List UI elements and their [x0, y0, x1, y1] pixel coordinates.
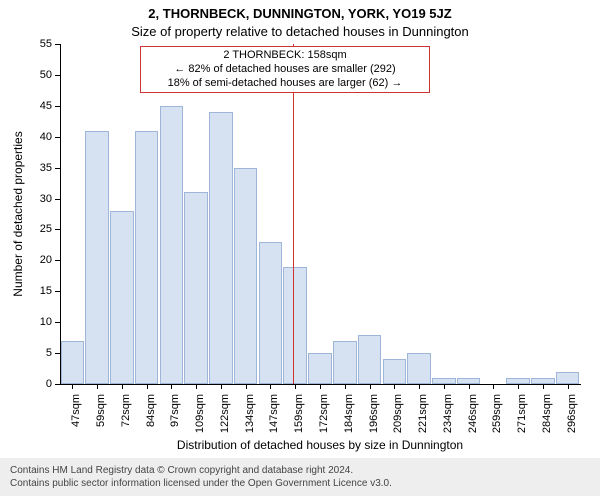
y-tick-label: 35	[30, 162, 52, 174]
y-tick-label: 45	[30, 100, 52, 112]
y-tick	[55, 75, 60, 76]
chart-title-sub: Size of property relative to detached ho…	[0, 24, 600, 39]
x-tick-label: 134sqm	[244, 394, 256, 433]
x-tick-label: 246sqm	[467, 394, 479, 433]
y-tick	[55, 260, 60, 261]
x-tick	[295, 384, 296, 389]
histogram-bar	[160, 106, 184, 384]
y-tick-label: 25	[30, 223, 52, 235]
x-tick	[196, 384, 197, 389]
histogram-bar	[283, 267, 307, 384]
x-tick-label: 196sqm	[368, 394, 380, 433]
y-tick	[55, 353, 60, 354]
x-tick-label: 97sqm	[169, 394, 181, 427]
y-axis-label: Number of detached properties	[11, 131, 25, 296]
histogram-bar	[358, 335, 382, 384]
y-tick	[55, 384, 60, 385]
x-tick-label: 72sqm	[120, 394, 132, 427]
y-tick	[55, 199, 60, 200]
x-tick	[320, 384, 321, 389]
histogram-bar	[259, 242, 283, 384]
x-tick	[345, 384, 346, 389]
annotation-line: ← 82% of detached houses are smaller (29…	[147, 63, 423, 77]
x-tick-label: 284sqm	[541, 394, 553, 433]
footer: Contains HM Land Registry data © Crown c…	[0, 458, 600, 496]
histogram-bar	[383, 359, 407, 384]
x-tick-label: 209sqm	[392, 394, 404, 433]
x-tick-label: 84sqm	[145, 394, 157, 427]
x-tick	[370, 384, 371, 389]
histogram-bar	[556, 372, 580, 384]
x-tick	[97, 384, 98, 389]
x-tick	[568, 384, 569, 389]
x-tick-label: 259sqm	[491, 394, 503, 433]
x-tick	[543, 384, 544, 389]
annotation-box: 2 THORNBECK: 158sqm← 82% of detached hou…	[140, 46, 430, 93]
y-tick	[55, 106, 60, 107]
chart-root: 2, THORNBECK, DUNNINGTON, YORK, YO19 5JZ…	[0, 0, 600, 500]
y-tick-label: 20	[30, 254, 52, 266]
x-tick	[221, 384, 222, 389]
x-tick	[518, 384, 519, 389]
reference-line	[293, 44, 294, 384]
x-tick	[394, 384, 395, 389]
x-tick-label: 172sqm	[318, 394, 330, 433]
y-tick	[55, 168, 60, 169]
y-tick-label: 15	[30, 285, 52, 297]
x-tick-label: 147sqm	[268, 394, 280, 433]
histogram-bar	[184, 192, 208, 384]
histogram-bar	[110, 211, 134, 384]
y-tick-label: 0	[30, 378, 52, 390]
y-tick	[55, 44, 60, 45]
x-tick-label: 271sqm	[516, 394, 528, 433]
annotation-line: 2 THORNBECK: 158sqm	[147, 49, 423, 63]
histogram-bar	[333, 341, 357, 384]
x-tick-label: 122sqm	[219, 394, 231, 433]
footer-line-2: Contains public sector information licen…	[10, 477, 590, 490]
x-tick-label: 59sqm	[95, 394, 107, 427]
y-tick	[55, 322, 60, 323]
y-tick	[55, 229, 60, 230]
y-tick-label: 40	[30, 131, 52, 143]
y-tick	[55, 291, 60, 292]
x-tick-label: 234sqm	[442, 394, 454, 433]
x-tick-label: 109sqm	[194, 394, 206, 433]
x-axis-label: Distribution of detached houses by size …	[60, 438, 580, 452]
y-tick-label: 30	[30, 193, 52, 205]
x-tick-label: 184sqm	[343, 394, 355, 433]
x-tick	[270, 384, 271, 389]
x-tick	[419, 384, 420, 389]
x-tick	[122, 384, 123, 389]
x-tick	[493, 384, 494, 389]
histogram-bar	[209, 112, 233, 384]
histogram-bar	[308, 353, 332, 384]
x-tick	[72, 384, 73, 389]
y-tick-label: 50	[30, 69, 52, 81]
footer-line-1: Contains HM Land Registry data © Crown c…	[10, 464, 590, 477]
y-tick-label: 10	[30, 316, 52, 328]
x-tick-label: 47sqm	[70, 394, 82, 427]
y-tick-label: 55	[30, 38, 52, 50]
y-tick	[55, 137, 60, 138]
histogram-bar	[61, 341, 85, 384]
x-tick-label: 159sqm	[293, 394, 305, 433]
x-tick	[246, 384, 247, 389]
x-tick	[469, 384, 470, 389]
annotation-line: 18% of semi-detached houses are larger (…	[147, 77, 423, 91]
y-tick-label: 5	[30, 347, 52, 359]
histogram-bar	[234, 168, 258, 384]
histogram-bar	[407, 353, 431, 384]
x-tick-label: 221sqm	[417, 394, 429, 433]
x-tick-label: 296sqm	[566, 394, 578, 433]
histogram-bar	[85, 131, 109, 384]
x-tick	[171, 384, 172, 389]
x-tick	[444, 384, 445, 389]
histogram-bar	[135, 131, 159, 384]
chart-title-main: 2, THORNBECK, DUNNINGTON, YORK, YO19 5JZ	[0, 6, 600, 21]
x-tick	[147, 384, 148, 389]
